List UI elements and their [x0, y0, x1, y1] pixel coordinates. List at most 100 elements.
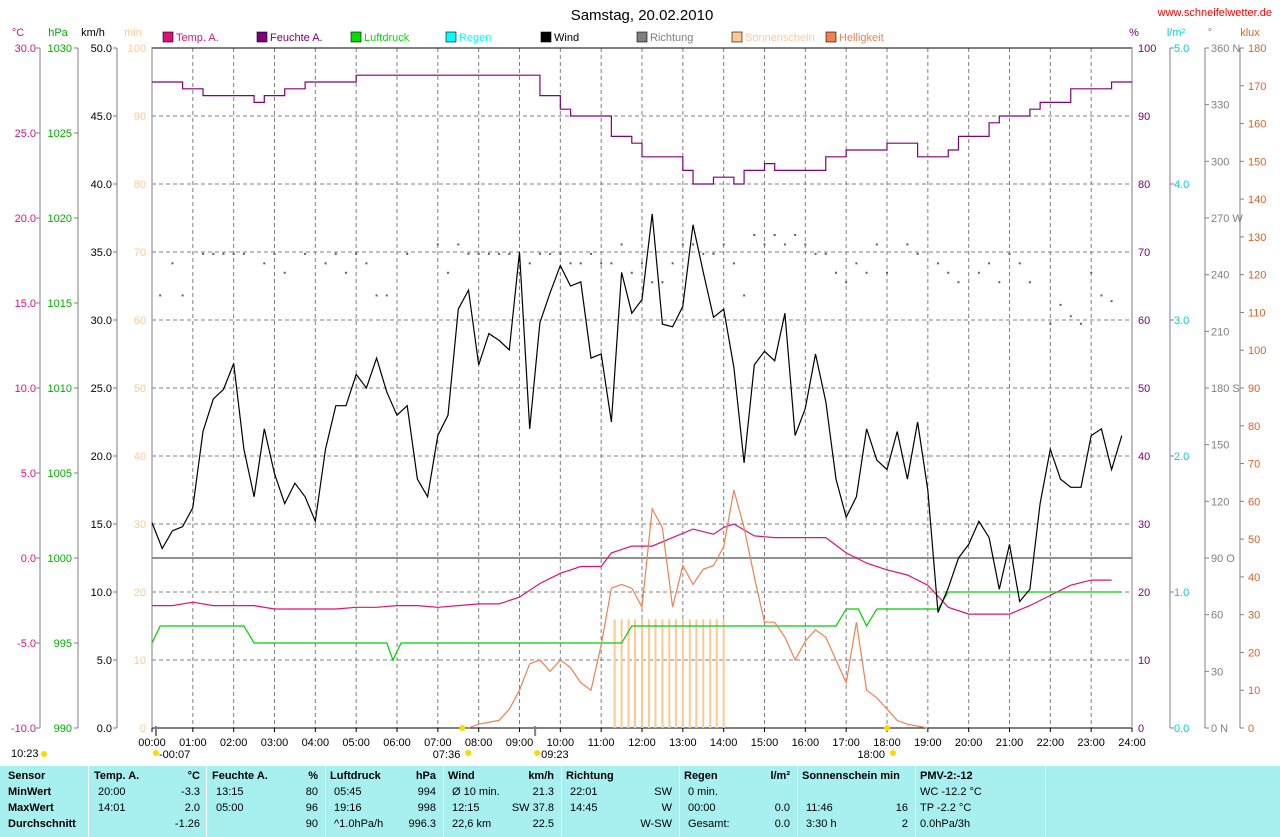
stats-pmv-windchill: WC -12.2 °C [920, 786, 982, 798]
stats-wind-row: 12:15 SW 37.8 [448, 802, 556, 816]
stats-temp-avg-value: -1.26 [174, 818, 200, 830]
direction-dots [159, 234, 1113, 325]
direction-point [651, 281, 654, 284]
direction-point [202, 252, 205, 255]
stats-temp: Temp. A. °C 20:00 -3.3 14:01 2.0 -1.26 [94, 770, 202, 836]
legend-item[interactable]: Helligkeit [825, 31, 884, 44]
temp-axis: °C 30.0 25.0 20.0 15.0 10.0 5.0 0.0 -5.0 -10.0 [11, 27, 41, 735]
wind-axis-unit: km/h [81, 27, 105, 39]
direction-point [528, 262, 531, 265]
x-tick-label: 16:00 [792, 737, 820, 749]
statistics-panel: Sensor MinWert MaxWert Durchschnitt Temp. A.… [0, 766, 1280, 837]
stats-sunshine-row: 3:30 h 2 [802, 818, 910, 832]
x-tick-label: 06:00 [383, 737, 411, 749]
stats-humidity-row: 05:00 96 [212, 802, 320, 816]
direction-point [865, 271, 868, 274]
legend-item[interactable]: Regen [445, 31, 491, 44]
stats-wind: Wind km/h Ø 10 min. 21.3 12:15 SW 37.8 22,6 km… [448, 770, 556, 836]
legend-swatch [445, 31, 457, 43]
wind-tick-label: 20.0 [91, 451, 112, 463]
temp-tick-label: 15.0 [15, 298, 36, 310]
rain-tick-label: 5.0 [1174, 43, 1189, 55]
brightness-tick-label: 50 [1248, 534, 1260, 546]
direction-tick-label: 210 [1211, 326, 1229, 338]
humidity-tick-label: 60 [1138, 315, 1150, 327]
stats-separator [325, 766, 326, 837]
direction-point [610, 262, 613, 265]
stats-sunshine: Sonnenschein min 11:46 16 3:30 h 2 [802, 770, 910, 836]
pressure-tick-label: 1000 [48, 553, 72, 565]
legend-item[interactable]: Feuchte A. [256, 31, 323, 44]
direction-point [743, 294, 746, 297]
moonset-icon [153, 750, 159, 756]
direction-point [181, 294, 184, 297]
brightness-axis-unit: klux [1240, 27, 1260, 39]
humidity-tick-label: 10 [1138, 655, 1150, 667]
sunrise-sun-icon [465, 750, 472, 756]
direction-point [681, 243, 684, 246]
stats-humidity-min-time: 13:15 [216, 786, 244, 798]
direction-point [159, 294, 162, 297]
temp-a-series-line [152, 523, 1112, 615]
legend-label: Sonnenschein [745, 32, 815, 44]
direction-point [998, 281, 1001, 284]
rain-tick-label: 2.0 [1174, 451, 1189, 463]
direction-point [783, 243, 786, 246]
stats-sunshine-row: Sonnenschein min [802, 770, 910, 784]
temp-tick-label: -10.0 [11, 723, 36, 735]
stats-temp-max-value: 2.0 [184, 802, 200, 814]
stats-row-label: MinWert [8, 786, 52, 798]
brightness-tick-label: 100 [1248, 345, 1266, 357]
stats-temp-min-time: 20:00 [98, 786, 126, 798]
direction-point [671, 262, 674, 265]
direction-tick-label: 330 [1211, 100, 1229, 112]
wind-tick-label: 45.0 [91, 111, 112, 123]
direction-point [344, 271, 347, 274]
brightness-tick-label: 40 [1248, 572, 1260, 584]
stats-separator [1045, 766, 1046, 837]
stats-direction-max-time: 14:45 [570, 802, 598, 814]
x-tick-label: 10:00 [547, 737, 575, 749]
direction-point [886, 271, 888, 274]
direction-point [222, 252, 225, 255]
x-tick-label: 08:00 [465, 737, 493, 749]
rain-tick-label: 4.0 [1174, 179, 1189, 191]
stats-pressure-min-time: 05:45 [334, 786, 362, 798]
legend: Temp. A. Feuchte A. Luftdruck Regen Wind Rich… [162, 31, 884, 44]
legend-item[interactable]: Richtung [636, 31, 693, 44]
legend-item[interactable]: Luftdruck [350, 31, 410, 44]
rain-tick-label: 3.0 [1174, 315, 1189, 327]
wind-axis: km/h 50.0 45.0 40.0 35.0 30.0 25.0 20.0 15.0 10.0… [81, 27, 118, 735]
stats-rain-avg-value: 0.0 [774, 818, 790, 830]
grid [152, 48, 1132, 728]
feuchte-a-series-line [152, 74, 1132, 185]
direction-point [875, 243, 878, 246]
direction-point [1110, 300, 1113, 303]
stats-pmv-pressure-trend: 0.0hPa/3h [920, 818, 971, 830]
sunshine-tick-label: 0 [140, 723, 146, 735]
website-label[interactable]: www.schneifelwetter.de [1157, 7, 1272, 19]
wind-tick-label: 5.0 [97, 655, 112, 667]
legend-item[interactable]: Wind [540, 31, 579, 44]
sunrise-icon [459, 725, 466, 731]
direction-point [763, 243, 766, 246]
legend-label: Regen [459, 32, 491, 44]
brightness-tick-label: 90 [1248, 383, 1260, 395]
stats-direction-min-time: 22:01 [570, 786, 598, 798]
direction-point [304, 252, 307, 255]
sunshine-tick-label: 100 [128, 43, 146, 55]
direction-point [773, 234, 776, 236]
stats-pressure: Luftdruck hPa 05:45 994 19:16 998 ^1.0hPa/h 996… [330, 770, 438, 836]
wind-tick-label: 30.0 [91, 315, 112, 327]
direction-point [232, 252, 235, 255]
legend-item[interactable]: Temp. A. [162, 31, 219, 44]
stats-rain-row: Gesamt: 0.0 [684, 818, 792, 832]
legend-item[interactable]: Sonnenschein [731, 31, 815, 44]
sunshine-tick-label: 50 [134, 383, 146, 395]
stats-wind-min-value: 21.3 [532, 786, 554, 798]
direction-point [283, 271, 286, 274]
pressure-tick-label: 1015 [48, 298, 72, 310]
direction-point [355, 252, 358, 255]
weather-chart: Samstag, 20.02.2010 www.schneifelwetter.… [11, 7, 1272, 761]
